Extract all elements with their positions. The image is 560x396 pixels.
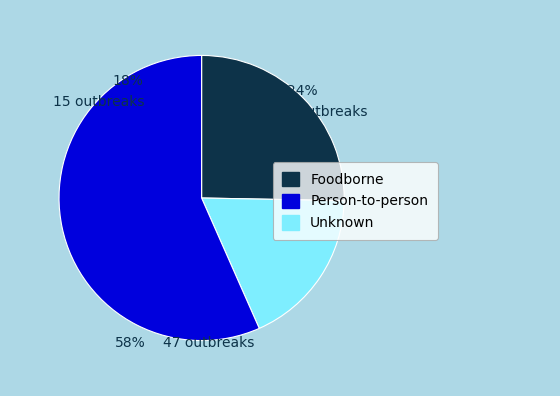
Text: 47 outbreaks: 47 outbreaks bbox=[163, 337, 254, 350]
Text: 21 outbreaks: 21 outbreaks bbox=[276, 105, 367, 120]
Wedge shape bbox=[59, 55, 259, 341]
Text: 18%: 18% bbox=[112, 74, 143, 88]
Legend: Foodborne, Person-to-person, Unknown: Foodborne, Person-to-person, Unknown bbox=[273, 162, 438, 240]
Text: 58%: 58% bbox=[115, 337, 146, 350]
Wedge shape bbox=[202, 55, 344, 201]
Text: 15 outbreaks: 15 outbreaks bbox=[53, 95, 144, 109]
Wedge shape bbox=[202, 198, 344, 328]
Text: 24%: 24% bbox=[287, 84, 318, 98]
